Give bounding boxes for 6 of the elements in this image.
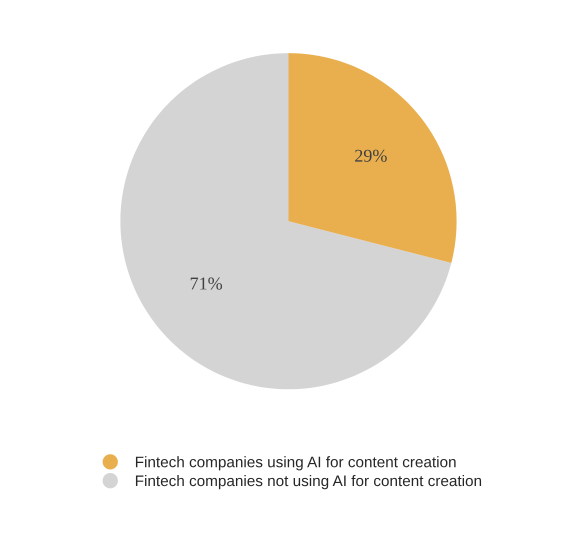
- data-label: 71%: [190, 277, 222, 290]
- data-label: 29%: [355, 150, 387, 162]
- pie-slice: [288, 53, 457, 264]
- pie-slice: [120, 53, 452, 390]
- legend-label: Fintech companies using AI for content creation: [136, 456, 456, 470]
- legend-label: Fintech companies not using AI for content creation: [136, 474, 482, 490]
